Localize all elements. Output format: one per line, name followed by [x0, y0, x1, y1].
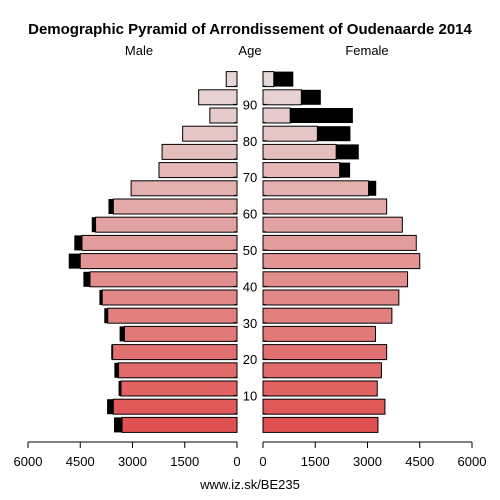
female-extra-age-group-65: [368, 180, 377, 196]
footer-url: www.iz.sk/BE235: [199, 477, 300, 492]
age-tick-label-40: 40: [243, 279, 257, 294]
male-bar-age-group-55: [95, 216, 238, 233]
male-x-tick-label-3000: 3000: [118, 454, 147, 469]
female-bar-age-group-0: [262, 416, 379, 433]
male-label: Male: [125, 43, 153, 58]
male-bar-age-group-40: [89, 271, 238, 288]
male-x-tick-label-0: 0: [233, 454, 240, 469]
female-extra-age-group-85: [290, 108, 353, 123]
female-extra-age-group-95: [273, 71, 294, 87]
male-bar-age-group-85: [209, 107, 238, 124]
male-bar-age-group-20: [112, 344, 238, 361]
bars-group: [68, 71, 421, 433]
male-extra-age-group-30: [104, 308, 108, 324]
female-bar-age-group-30: [262, 307, 393, 324]
female-bar-age-group-20: [262, 344, 388, 361]
male-bar-age-group-60: [112, 198, 238, 215]
female-bar-age-group-60: [262, 198, 388, 215]
male-bar-age-group-5: [112, 398, 238, 415]
male-bar-age-group-90: [198, 89, 238, 106]
male-x-tick-label-6000: 6000: [14, 454, 43, 469]
female-x-tick-label-1500: 1500: [301, 454, 330, 469]
female-bar-age-group-45: [262, 253, 421, 270]
female-x-tick-label-3000: 3000: [353, 454, 382, 469]
female-bar-age-group-65: [262, 180, 370, 197]
age-tick-label-60: 60: [243, 207, 257, 222]
female-bar-age-group-35: [262, 289, 400, 306]
female-extra-age-group-75: [336, 144, 359, 160]
age-tick-label-70: 70: [243, 170, 257, 185]
chart-title: Demographic Pyramid of Arrondissement of…: [28, 21, 472, 38]
female-bar-age-group-95: [262, 71, 275, 88]
female-bar-age-group-15: [262, 362, 382, 379]
female-x-tick-label-6000: 6000: [458, 454, 487, 469]
age-tick-label-10: 10: [243, 389, 257, 404]
male-bar-age-group-50: [81, 234, 238, 251]
male-extra-age-group-15: [114, 362, 119, 378]
female-bar-age-group-85: [262, 107, 291, 124]
male-extra-age-group-45: [68, 253, 81, 269]
female-bar-age-group-70: [262, 162, 341, 179]
age-tick-label-80: 80: [243, 134, 257, 149]
male-extra-age-group-25: [119, 326, 125, 342]
female-bar-age-group-50: [262, 234, 417, 251]
female-bar-age-group-55: [262, 216, 403, 233]
female-x-tick-label-0: 0: [259, 454, 266, 469]
male-bar-age-group-80: [182, 125, 238, 142]
male-extra-age-group-10: [118, 381, 122, 396]
male-extra-age-group-60: [108, 199, 114, 214]
male-bar-age-group-75: [161, 143, 238, 160]
age-tick-label-90: 90: [243, 97, 257, 112]
male-bar-age-group-0: [121, 416, 238, 433]
axes-group: 10 20 30 40 50 60 70 80 90 6000 6000 4500 4500 3000 30…: [14, 85, 487, 469]
male-x-tick-label-1500: 1500: [170, 454, 199, 469]
male-bar-age-group-70: [158, 162, 238, 179]
age-label: Age: [238, 43, 261, 58]
female-extra-age-group-80: [317, 126, 351, 142]
age-tick-label-20: 20: [243, 352, 257, 367]
female-extra-age-group-70: [339, 162, 351, 178]
female-x-tick-label-4500: 4500: [405, 454, 434, 469]
age-tick-label-30: 30: [243, 316, 257, 331]
male-bar-age-group-30: [107, 307, 238, 324]
male-extra-age-group-35: [99, 290, 103, 305]
male-extra-age-group-40: [83, 271, 91, 287]
female-bar-age-group-40: [262, 271, 409, 288]
male-x-tick-label-4500: 4500: [66, 454, 95, 469]
male-bar-age-group-95: [225, 71, 238, 88]
male-extra-age-group-20: [111, 344, 113, 360]
female-bar-age-group-5: [262, 398, 386, 415]
male-bar-age-group-65: [130, 180, 238, 197]
male-bar-age-group-10: [120, 380, 238, 397]
female-label: Female: [345, 43, 388, 58]
male-bar-age-group-45: [79, 253, 238, 270]
female-bar-age-group-80: [262, 125, 318, 142]
male-extra-age-group-55: [91, 217, 96, 233]
female-bar-age-group-90: [262, 89, 302, 106]
female-extra-age-group-90: [301, 89, 321, 105]
female-bar-age-group-10: [262, 380, 378, 397]
male-extra-age-group-5: [107, 399, 114, 415]
age-tick-label-50: 50: [243, 243, 257, 258]
male-bar-age-group-25: [123, 325, 238, 342]
male-extra-age-group-50: [74, 235, 82, 251]
male-bar-age-group-35: [101, 289, 238, 306]
female-bar-age-group-75: [262, 143, 337, 160]
male-bar-age-group-15: [118, 362, 238, 379]
male-extra-age-group-0: [114, 417, 123, 433]
female-bar-age-group-25: [262, 325, 377, 342]
